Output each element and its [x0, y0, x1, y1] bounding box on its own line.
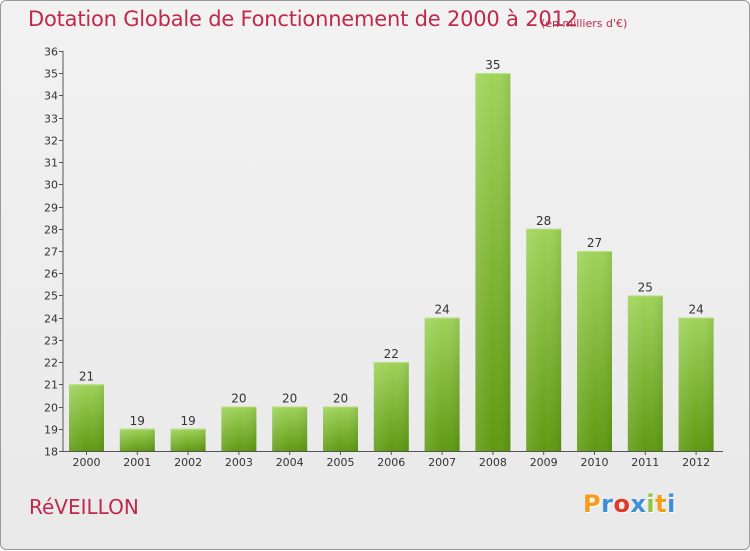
x-tick-label: 2000 [73, 456, 101, 469]
data-label: 22 [384, 347, 399, 361]
y-tick-label: 24 [44, 313, 58, 326]
y-tick-label: 28 [44, 224, 58, 237]
bar-shade [170, 428, 206, 451]
data-label: 19 [130, 414, 145, 428]
y-tick-label: 26 [44, 268, 58, 281]
logo-letter: o [613, 490, 631, 518]
logo-letter: x [630, 490, 647, 518]
y-tick-label: 35 [44, 68, 58, 81]
x-tick-label: 2004 [276, 456, 304, 469]
data-label: 24 [434, 303, 449, 317]
bars [69, 73, 714, 451]
x-tick-label: 2006 [377, 456, 405, 469]
bar-shade [526, 228, 562, 451]
y-tick-label: 33 [44, 113, 58, 126]
proxiti-logo[interactable]: Proxiti [583, 490, 676, 518]
data-label: 20 [231, 392, 246, 406]
x-axis: 2000 2001 2002 2003 2004 2005 2006 2007 2008 2009… [63, 451, 723, 469]
y-tick-label: 32 [44, 135, 58, 148]
y-tick-label: 23 [44, 335, 58, 348]
commune-name: RéVEILLON [29, 495, 139, 519]
bar-shade [69, 384, 104, 451]
x-tick-label: 2005 [327, 456, 355, 469]
bar-shade [475, 73, 511, 451]
y-tick-label: 22 [44, 357, 58, 370]
bar-shade [119, 428, 155, 451]
chart-title: Dotation Globale de Fonctionnement de 20… [28, 7, 578, 31]
bar-shade [424, 317, 460, 451]
y-tick-label: 20 [44, 402, 58, 415]
y-tick-label: 25 [44, 290, 58, 303]
y-tick-label: 19 [44, 424, 58, 437]
bar-shade [627, 295, 663, 451]
bar-shade [323, 406, 358, 451]
x-tick-label: 2008 [479, 456, 507, 469]
data-label: 28 [536, 214, 551, 228]
data-label: 24 [688, 303, 703, 317]
bar-shade [221, 406, 257, 451]
data-label: 19 [180, 414, 195, 428]
data-label: 20 [282, 392, 297, 406]
x-tick-label: 2011 [631, 456, 659, 469]
y-tick-label: 29 [44, 202, 58, 215]
x-tick-label: 2009 [530, 456, 558, 469]
x-tick-label: 2003 [225, 456, 253, 469]
x-tick-label: 2012 [682, 456, 710, 469]
y-tick-label: 21 [44, 379, 58, 392]
data-label: 27 [587, 236, 602, 250]
logo-letter: r [601, 490, 614, 518]
chart-subtitle: (en milliers d'€) [541, 17, 628, 30]
x-tick-label: 2007 [428, 456, 456, 469]
logo-letter: P [583, 490, 602, 518]
y-tick-label: 27 [44, 246, 58, 259]
data-labels: 21 19 19 20 20 20 22 24 35 28 27 25 24 [79, 58, 704, 428]
x-tick-label: 2002 [174, 456, 202, 469]
data-label: 25 [638, 280, 653, 294]
logo-letter: i [646, 490, 656, 518]
y-tick-label: 18 [44, 446, 58, 459]
data-label: 20 [333, 392, 348, 406]
y-tick-label: 30 [44, 179, 58, 192]
data-label: 35 [485, 58, 500, 72]
logo-letter: t [655, 490, 668, 518]
y-tick-label: 36 [44, 46, 58, 59]
logo-letter: i [667, 490, 676, 518]
x-tick-label: 2001 [123, 456, 151, 469]
bar-shade [373, 362, 409, 451]
bar-shade [577, 251, 612, 451]
bar-shade [272, 406, 308, 451]
y-axis: 18 19 20 21 22 23 24 25 26 27 28 29 30 31 32 33 34 35 36 [44, 46, 64, 459]
y-tick-label: 34 [44, 90, 58, 103]
x-tick-label: 2010 [581, 456, 609, 469]
bar-shade [678, 317, 714, 451]
y-tick-label: 31 [44, 157, 58, 170]
data-label: 21 [79, 369, 94, 383]
